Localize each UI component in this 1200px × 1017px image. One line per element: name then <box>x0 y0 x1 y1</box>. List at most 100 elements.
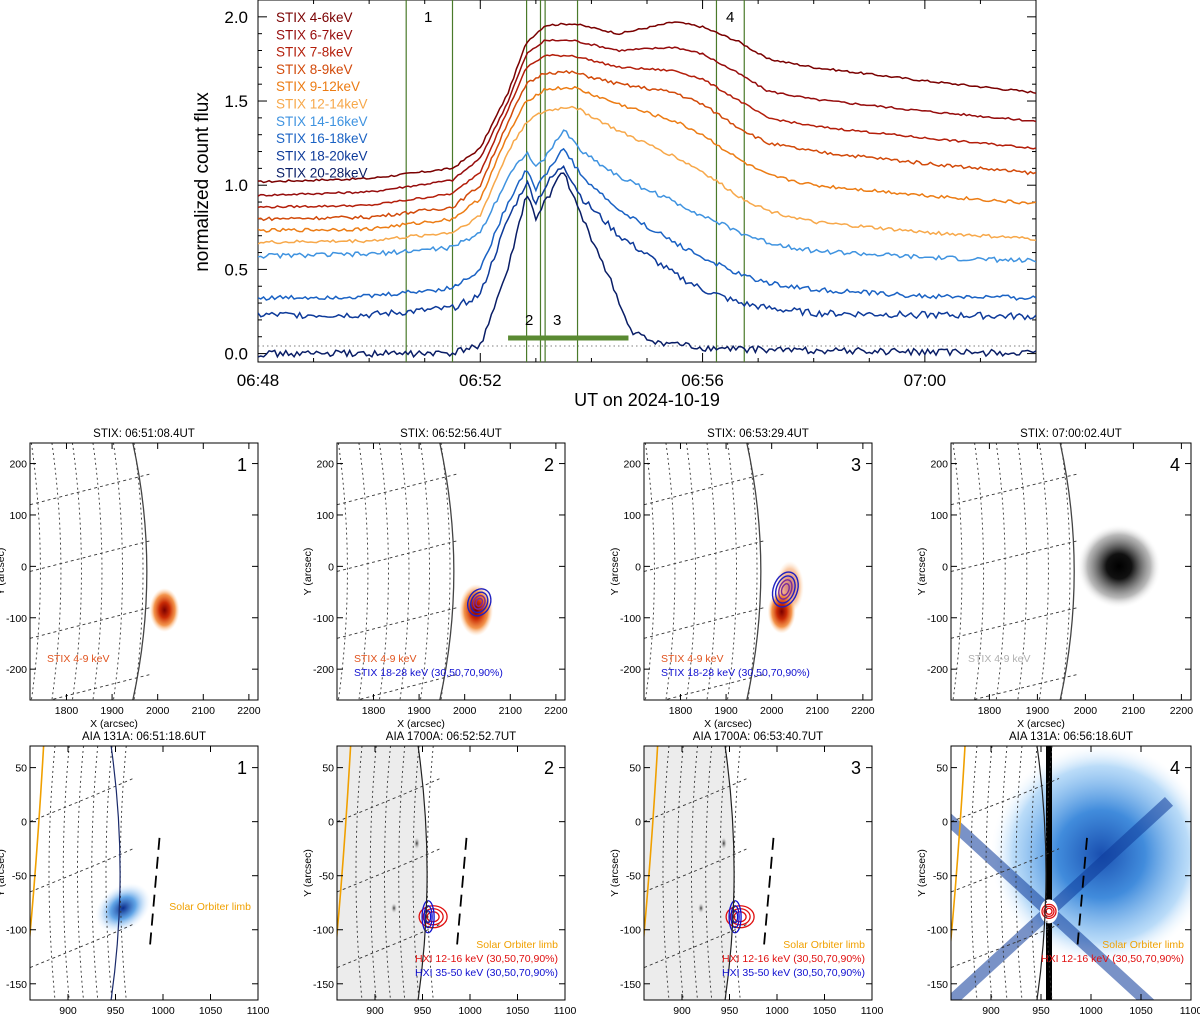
x-tick-label: 1000 <box>151 1005 175 1017</box>
legend-entry: STIX 6-7keV <box>276 27 353 42</box>
grid-parallel <box>30 540 151 572</box>
solar-limb <box>1059 443 1075 700</box>
stix-panel-2: STIX 4-9 keV STIX 18-28 keV (30,50,70,90%… <box>302 428 568 730</box>
y-axis-label: Y (arcsec) <box>302 849 314 897</box>
lightcurve-series <box>258 21 1036 359</box>
x-tick-label: 2200 <box>851 705 875 717</box>
x-tick-label: 1050 <box>1129 1005 1153 1017</box>
legend-entry: STIX 18-20keV <box>276 148 368 163</box>
grid-meridian <box>705 746 713 1000</box>
panel-title: AIA 131A: 06:51:18.6UT <box>82 731 206 743</box>
x-tick-label: 900 <box>59 1005 77 1017</box>
y-tick-label: 2.0 <box>224 8 248 27</box>
y-tick-label: -100 <box>620 925 641 937</box>
grid-meridian <box>105 746 113 1000</box>
panel-frame <box>336 442 566 701</box>
hxi-contour <box>1043 905 1055 918</box>
y-tick-label: 200 <box>316 459 334 471</box>
x-tick-label: 2000 <box>1074 705 1098 717</box>
hxi-label-low: HXI 12-16 keV (30,50,70,90%) <box>722 953 865 965</box>
x-tick-label: 900 <box>673 1005 691 1017</box>
grid-parallel <box>662 673 765 700</box>
nonthermal-contour <box>466 588 492 617</box>
x-tick-label: 2000 <box>453 705 477 717</box>
grid-parallel <box>951 540 1079 572</box>
hxi-contour <box>1045 907 1053 916</box>
y-tick-label: 0 <box>328 817 334 829</box>
x-tick-label: 1100 <box>861 1005 884 1017</box>
series-line-7 <box>258 147 1036 301</box>
limb-label: Solar Orbiter limb <box>1102 939 1184 951</box>
grid-meridian <box>369 746 377 1000</box>
panel-frame <box>950 745 1192 1001</box>
y-tick-label: 1.5 <box>224 92 248 111</box>
x-tick-label: 1800 <box>55 705 79 717</box>
plage <box>391 903 397 914</box>
aia-image-panels: Solar Orbiter limb AIA 131A: 06:51:18.6UT… <box>0 731 1200 1017</box>
y-tick-label: -50 <box>319 871 334 883</box>
solar-limb <box>746 443 762 700</box>
grid-parallel <box>355 673 458 700</box>
y-tick-label: -50 <box>933 871 948 883</box>
grid-meridian <box>727 443 737 700</box>
grid-meridian <box>113 443 123 700</box>
y-tick-label: 50 <box>322 763 334 775</box>
x-tick-label: 07:00 <box>904 371 947 390</box>
panel-title: AIA 1700A: 06:52:52.7UT <box>386 731 516 743</box>
y-tick-label: 0 <box>635 561 641 573</box>
interval-label-3: 3 <box>553 312 561 329</box>
x-tick-label: 1900 <box>100 705 124 717</box>
y-tick-label: 0 <box>942 817 948 829</box>
grid-meridian <box>420 443 430 700</box>
stix-image-panels: STIX 4-9 keV STIX: 06:51:08.4UT 1 1800 1900 2… <box>0 428 1193 730</box>
grid-parallel <box>951 848 1060 893</box>
aia-panel-1: Solar Orbiter limb AIA 131A: 06:51:18.6UT… <box>0 731 269 1017</box>
y-axis-label: Y (arcsec) <box>916 548 928 596</box>
thermal-source <box>459 584 494 637</box>
y-tick-label: -150 <box>927 979 948 991</box>
x-tick-label: 1050 <box>813 1005 837 1017</box>
interval-label-4: 4 <box>726 9 734 26</box>
grid-meridian <box>952 443 963 700</box>
y-tick-label: -100 <box>313 925 334 937</box>
hxi-contour <box>1041 903 1057 920</box>
thermal-source <box>1077 524 1161 609</box>
grid-parallel <box>337 473 458 506</box>
x-tick-label: 1800 <box>978 705 1002 717</box>
panel-frame <box>29 442 259 701</box>
aia-image <box>644 746 775 1000</box>
x-tick-label: 1050 <box>199 1005 223 1017</box>
hxi-contour-low <box>733 911 747 923</box>
solar-limb <box>439 443 455 700</box>
panel-frame <box>950 442 1192 701</box>
nonthermal-contour <box>475 597 484 607</box>
panel-number: 4 <box>1170 758 1180 778</box>
lightcurve-ylabel: normalized count flux <box>192 92 213 272</box>
grid-parallel <box>644 473 765 506</box>
grid-meridian <box>747 443 758 700</box>
lightcurve-frame <box>257 0 1037 363</box>
y-tick-label: -200 <box>6 664 27 676</box>
stix-label-thermal: STIX 4-9 keV <box>661 653 723 665</box>
nonthermal-contour <box>778 579 793 600</box>
panel-title: STIX: 06:51:08.4UT <box>93 428 195 440</box>
grid-meridian <box>119 746 127 1000</box>
x-tick-label: 2000 <box>760 705 784 717</box>
thermal-source <box>149 588 180 633</box>
x-tick-label: 2200 <box>237 705 261 717</box>
grid-meridian <box>62 746 70 1000</box>
x-tick-label: 950 <box>414 1005 432 1017</box>
solar-orbiter-limb <box>951 746 966 948</box>
solar-orbiter-limb <box>30 746 45 943</box>
limb-label: Solar Orbiter limb <box>476 939 558 951</box>
x-tick-label: 1050 <box>506 1005 530 1017</box>
plage <box>720 837 727 850</box>
series-line-8 <box>258 165 1036 321</box>
x-tick-label: 950 <box>1032 1005 1050 1017</box>
grid-meridian <box>412 746 420 1000</box>
stix-panel-1: STIX 4-9 keV STIX: 06:51:08.4UT 1 1800 1900 2… <box>0 428 261 730</box>
x-tick-label: 1100 <box>554 1005 577 1017</box>
y-tick-label: -200 <box>927 664 948 676</box>
grid-meridian <box>662 746 670 1000</box>
grid-meridian <box>719 746 727 1000</box>
